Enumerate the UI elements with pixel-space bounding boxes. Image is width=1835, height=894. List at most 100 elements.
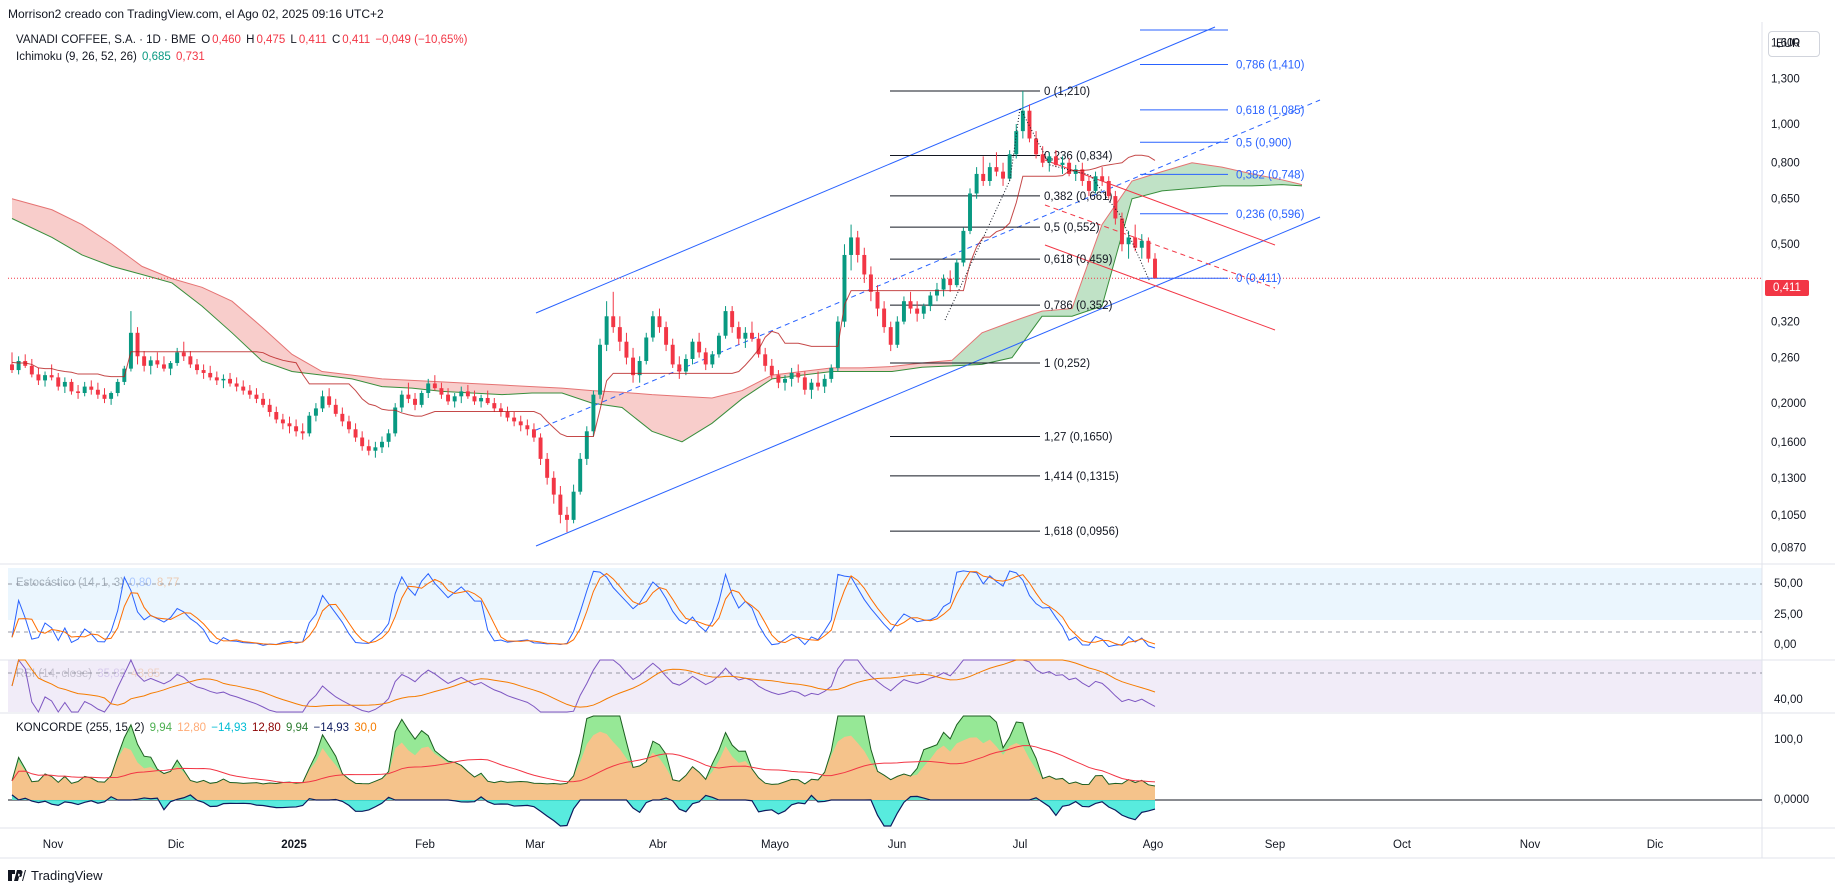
x-tick-label: Mar: [525, 839, 545, 851]
x-tick-label: Nov: [1520, 839, 1541, 851]
candle-body: [1040, 154, 1045, 163]
koncorde-value: −14,93: [211, 722, 247, 734]
candle-body: [829, 367, 834, 379]
candle-body: [452, 396, 457, 402]
channel-mid-line: [535, 99, 1321, 431]
kumo-segment: [202, 287, 232, 333]
candle-body: [961, 230, 966, 263]
candle-body: [941, 278, 946, 290]
koncorde-value: 12,80: [177, 722, 207, 734]
last-price-tag: 0,411: [1765, 280, 1809, 296]
y-tick-label: 1,000: [1771, 119, 1800, 131]
legend-stoch[interactable]: Estocástico (14, 1, 3) 0,80 8,77: [16, 577, 181, 589]
candle-body: [915, 308, 920, 314]
candle-body: [181, 352, 186, 357]
x-tick-label: Nov: [43, 839, 64, 851]
channel-upper-line: [535, 26, 1216, 314]
candle-body: [148, 360, 153, 366]
kumo-segment: [922, 360, 952, 368]
candle-body: [974, 173, 979, 194]
candle-body: [868, 274, 873, 292]
candle-body: [135, 332, 140, 357]
candle-body: [446, 394, 451, 402]
candle-body: [1020, 110, 1025, 132]
candle-body: [1014, 131, 1019, 155]
candle-body: [644, 337, 649, 361]
candle-body: [895, 321, 900, 345]
candle-body: [439, 388, 444, 395]
currency-button[interactable]: EUR: [1768, 31, 1820, 57]
candle-body: [888, 327, 893, 345]
candle-body: [247, 390, 252, 395]
candle-body: [968, 193, 972, 231]
legend-koncorde[interactable]: KONCORDE (255, 15, 2) 9,94 12,80 −14,93 …: [16, 722, 379, 734]
fib-level-label: 1 (0,252): [1044, 358, 1090, 370]
close-value: 0,411: [342, 34, 371, 46]
ichimoku-value-2: 0,731: [176, 51, 205, 63]
fib-ext-label: 0,236 (0,596): [1236, 209, 1305, 221]
downtrend-upper-line: [1044, 159, 1276, 246]
legend-rsi[interactable]: RSI (14, close) 35,82 43,85: [16, 668, 162, 680]
chart-header: Morrison2 creado con TradingView.com, el…: [8, 7, 384, 21]
candle-body: [855, 237, 860, 255]
ichimoku-value-1: 0,685: [142, 51, 171, 63]
candle-body: [716, 335, 721, 355]
candle-body: [769, 365, 774, 376]
candle-body: [565, 514, 569, 520]
kumo-segment: [622, 392, 652, 432]
candle-body: [545, 458, 550, 478]
legend-ichimoku[interactable]: Ichimoku (9, 26, 52, 26) 0,685 0,731: [16, 51, 207, 63]
candle-body: [128, 332, 133, 369]
candle-body: [168, 363, 173, 369]
y-tick-label: 0,1050: [1771, 510, 1806, 522]
kumo-segment: [532, 386, 562, 394]
candle-body: [981, 173, 986, 182]
candle-body: [399, 394, 404, 408]
candle-body: [393, 407, 398, 434]
koncorde-value: 9,94: [149, 722, 173, 734]
candle-body: [161, 364, 166, 369]
kumo-segment: [892, 363, 922, 372]
fib-ext-label: 0,618 (1,085): [1236, 105, 1305, 117]
rsi-tick-label: 40,00: [1774, 694, 1803, 706]
candle-body: [1113, 196, 1118, 219]
candle-body: [664, 327, 669, 345]
koncorde-name: KONCORDE (255, 15, 2): [16, 722, 145, 734]
rsi-band: [8, 660, 1762, 712]
kumo-segment: [1252, 173, 1282, 186]
kumo-segment: [442, 381, 472, 394]
candle-body: [175, 352, 180, 364]
kumo-segment: [1192, 162, 1222, 189]
candle-body: [842, 254, 847, 322]
candle-body: [908, 301, 913, 309]
x-tick-label: Feb: [415, 839, 435, 851]
candle-body: [353, 429, 358, 438]
candle-body: [578, 458, 583, 492]
senkou-a-line: [11, 162, 1303, 399]
candle-body: [1139, 240, 1144, 248]
x-tick-label: 2025: [281, 839, 307, 851]
candle-body: [307, 415, 312, 434]
fib-level-label: 1,414 (0,1315): [1044, 471, 1119, 483]
y-tick-label: 0,1600: [1771, 437, 1806, 449]
candle-body: [650, 316, 655, 338]
candle-body: [102, 394, 107, 399]
stoch-tick-label: 0,00: [1774, 639, 1796, 651]
candle-body: [76, 391, 81, 394]
candle-body: [783, 378, 787, 383]
candle-body: [300, 431, 305, 434]
channel-lower-line: [535, 216, 1321, 547]
rsi-value-1: 35,82: [97, 668, 127, 680]
kumo-segment: [742, 375, 772, 399]
fib-level-label: 0,236 (0,834): [1044, 151, 1113, 163]
fib-ext-label: 0,382 (0,748): [1236, 169, 1305, 181]
koncorde-value: −14,93: [313, 722, 350, 734]
candle-body: [921, 306, 926, 314]
candle-body: [49, 375, 54, 378]
candle-body: [1007, 154, 1012, 179]
candle-body: [241, 386, 246, 391]
candle-body: [512, 417, 517, 422]
footer-brand[interactable]: TradingView: [8, 868, 103, 883]
candle-body: [274, 412, 279, 420]
